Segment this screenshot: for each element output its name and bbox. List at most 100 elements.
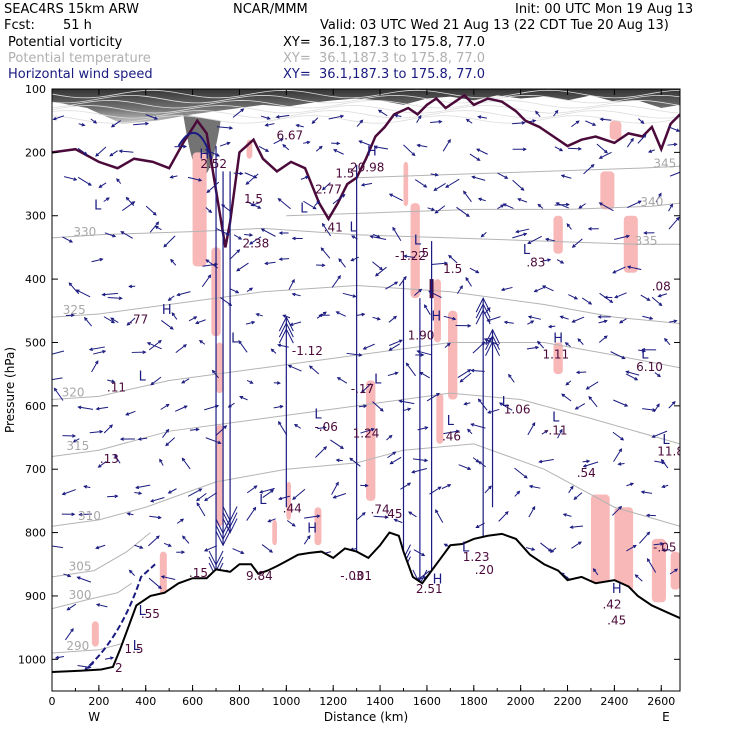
wind-vector (394, 281, 399, 285)
wind-vector (87, 182, 92, 186)
wind-vector (630, 137, 634, 142)
wind-vector (419, 371, 424, 376)
wind-vector (532, 119, 537, 123)
field-xy-wind: XY= 36.1,187.3 to 175.8, 77.0 (283, 67, 486, 82)
wind-vector (437, 486, 442, 490)
wind-vector (273, 405, 283, 409)
wind-vector (105, 197, 110, 201)
wind-vector (547, 258, 552, 262)
pv-value-label: -.06 (314, 420, 337, 434)
wind-vector (559, 315, 564, 319)
high-low-marker: L (447, 414, 455, 429)
pv-contour (88, 563, 156, 667)
wind-vector (428, 290, 433, 295)
wind-vector (649, 316, 654, 320)
wind-vector (134, 544, 143, 549)
wind-vector (240, 550, 245, 554)
theta-isoline (52, 89, 680, 99)
wind-vector (469, 153, 480, 161)
wind-vector (470, 368, 475, 373)
wind-vector (126, 512, 131, 516)
theta-isoline (286, 202, 680, 217)
wind-vector (653, 543, 664, 546)
wind-vector (102, 292, 118, 296)
wind-vector (642, 315, 653, 320)
wind-vector (497, 204, 504, 210)
wind-vector (626, 265, 632, 269)
wind-vector (379, 266, 384, 271)
wind-vector (593, 568, 599, 576)
wind-vector (588, 301, 593, 305)
wind-vector (487, 408, 500, 414)
wind-vector (222, 506, 238, 522)
wind-vector (181, 457, 186, 462)
wind-vector (577, 338, 582, 342)
wind-vector (328, 115, 344, 120)
wind-vector (107, 296, 122, 299)
wind-vector (229, 249, 240, 260)
wind-vector (223, 425, 228, 429)
wind-vector (567, 147, 581, 150)
pv-value-label: 6.10 (636, 360, 663, 374)
wind-vector (531, 505, 536, 510)
wind-vector (340, 114, 345, 119)
wind-vector (99, 429, 104, 434)
wind-vector (652, 430, 668, 438)
wind-vector (586, 459, 591, 464)
wind-vector (527, 320, 534, 325)
wind-vector (150, 376, 162, 386)
wind-vector (445, 178, 460, 188)
wind-vector (638, 118, 644, 124)
wind-vector (393, 315, 398, 320)
wind-vector (335, 481, 339, 486)
wind-vector (436, 392, 440, 397)
wind-vector (322, 182, 331, 190)
wind-vector (399, 400, 415, 405)
wind-vector (91, 258, 103, 263)
pv-fill-patch (192, 152, 207, 267)
pv-value-label: 6.67 (276, 129, 303, 143)
theta-isoline (52, 642, 123, 654)
wind-vector (194, 320, 200, 325)
wind-vector (643, 231, 648, 235)
wind-vector (427, 207, 435, 211)
theta-isoline (52, 227, 680, 245)
wind-vector (78, 406, 94, 410)
wind-vector (612, 431, 624, 441)
high-low-marker: L (94, 198, 102, 213)
wind-vector (291, 523, 296, 527)
wind-vector (514, 491, 520, 497)
wind-vector (288, 365, 302, 372)
wind-vector (592, 122, 597, 126)
wind-vector (70, 313, 75, 318)
wind-vector (527, 235, 542, 244)
wind-vector (239, 171, 244, 176)
wind-vector (394, 519, 403, 524)
wind-vector (370, 427, 375, 432)
wind-vector (669, 568, 678, 575)
wind-vector (430, 173, 438, 176)
wind-vector (321, 222, 326, 227)
wind-vector (522, 147, 527, 152)
y-tick-label: 200 (25, 146, 46, 159)
wind-vector (279, 258, 290, 260)
wind-vector (133, 122, 149, 126)
wind-vector (537, 203, 542, 208)
theta-label: 330 (73, 225, 96, 239)
wind-vector (278, 257, 283, 261)
wind-vector (421, 552, 426, 557)
wind-vector (77, 405, 82, 410)
pv-value-label: .74 (371, 503, 390, 517)
x-tick-label: 200 (88, 695, 109, 708)
wind-vector (653, 403, 660, 413)
wind-vector (660, 542, 665, 546)
wind-vector (377, 109, 382, 114)
field-name-theta: Potential temperature (8, 51, 151, 66)
wind-vector (177, 291, 191, 296)
wind-vector (572, 238, 583, 248)
wind-vector (333, 149, 344, 155)
theta-isoline (52, 532, 151, 578)
wind-vector (583, 164, 595, 175)
wind-vector (477, 398, 482, 403)
wind-vector (269, 549, 274, 553)
